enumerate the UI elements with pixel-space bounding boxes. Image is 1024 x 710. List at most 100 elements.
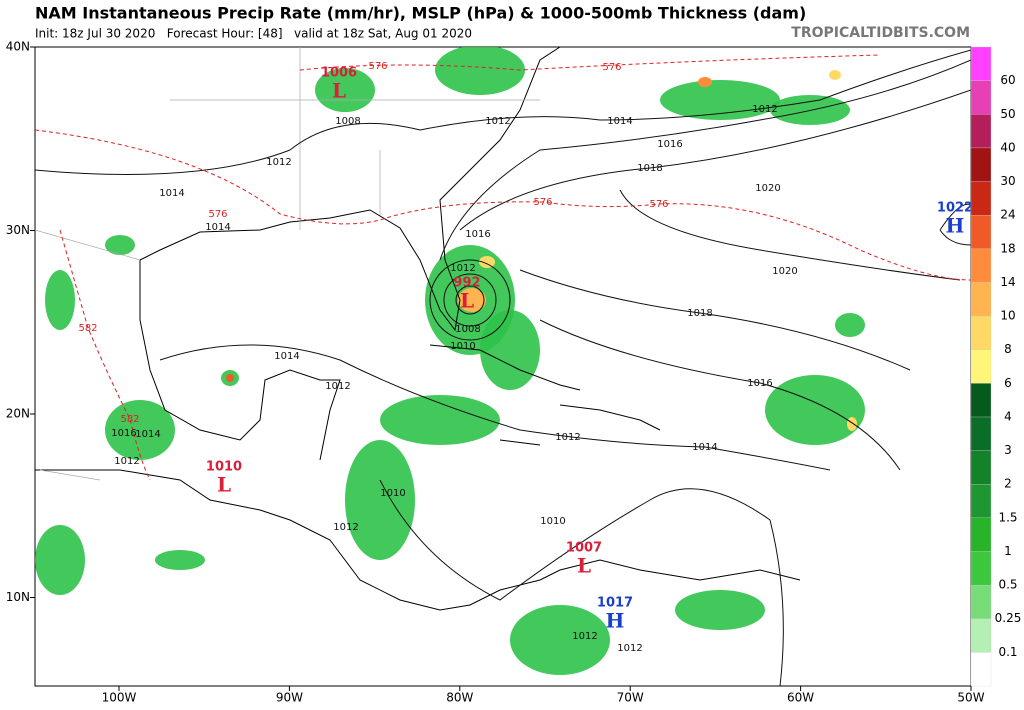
colorbar-label: 0.5 xyxy=(998,578,1017,592)
pressure-value: 1006 xyxy=(321,66,357,81)
colorbar: 0.1 0.25 0.5 1 1.5 2 3 4 6 8 10 14 18 24 30 40 50 60 xyxy=(970,46,1022,687)
colorbar-segment xyxy=(970,147,992,182)
colorbar-segment xyxy=(970,652,992,687)
isobar-label: 1014 xyxy=(692,442,717,453)
isobar-label: 1012 xyxy=(266,157,291,168)
isobar-label: 1012 xyxy=(450,263,475,274)
colorbar-segment xyxy=(970,315,992,350)
isobar-label: 1008 xyxy=(455,324,480,335)
lat-label: 40N xyxy=(6,40,30,54)
lon-label: 50W xyxy=(957,691,984,705)
isobar-label: 1020 xyxy=(772,266,797,277)
precip xyxy=(35,47,865,675)
isobar-label: 1014 xyxy=(205,222,230,233)
lon-label: 90W xyxy=(276,691,303,705)
colorbar-label: 24 xyxy=(1000,208,1015,222)
isobar-label: 1018 xyxy=(637,163,662,174)
colorbar-segment xyxy=(970,114,992,149)
colorbar-label: 6 xyxy=(1004,376,1012,390)
lat-label: 10N xyxy=(6,590,30,604)
isobar-label: 1016 xyxy=(657,139,682,150)
pressure-letter: H xyxy=(606,609,625,633)
isobar-label: 1008 xyxy=(335,116,360,127)
isobar-label: 1014 xyxy=(274,351,299,362)
colorbar-label: 60 xyxy=(1000,73,1015,87)
thickness-label: 576 xyxy=(602,62,621,73)
colorbar-segment xyxy=(970,416,992,451)
colorbar-label: 40 xyxy=(1000,140,1015,154)
pressure-value: 1022 xyxy=(937,201,973,216)
pressure-value: 992 xyxy=(453,276,480,291)
lon-label: 80W xyxy=(446,691,473,705)
thickness-label: 576 xyxy=(533,197,552,208)
pressure-letter: H xyxy=(946,214,965,238)
colorbar-label: 1 xyxy=(1004,544,1012,558)
isobar-label: 1016 xyxy=(111,428,136,439)
colorbar-label: 30 xyxy=(1000,174,1015,188)
isobar-label: 1010 xyxy=(380,488,405,499)
isobar-label: 1014 xyxy=(159,188,184,199)
colorbar-segment xyxy=(970,551,992,586)
isobar-label: 1020 xyxy=(755,183,780,194)
colorbar-segment xyxy=(970,584,992,619)
colorbar-label: 0.25 xyxy=(995,611,1022,625)
colorbar-segment xyxy=(970,282,992,317)
isobar-label: 1014 xyxy=(607,116,632,127)
pressure-letter: L xyxy=(577,554,591,578)
colorbar-segment xyxy=(970,383,992,418)
thickness-label: 576 xyxy=(649,199,668,210)
colorbar-segment xyxy=(970,215,992,249)
thickness-label: 576 xyxy=(368,61,387,72)
colorbar-segment xyxy=(970,46,992,81)
colorbar-segment xyxy=(970,80,992,115)
colorbar-segment xyxy=(970,484,992,518)
pressure-letter: L xyxy=(217,473,231,497)
isobar-label: 1010 xyxy=(450,341,475,352)
colorbar-segment xyxy=(970,248,992,283)
colorbar-label: 1.5 xyxy=(998,510,1017,524)
colorbar-label: 10 xyxy=(1000,309,1015,323)
colorbar-segment xyxy=(970,618,992,653)
lat-label: 20N xyxy=(6,407,30,421)
colorbar-label: 8 xyxy=(1004,342,1012,356)
isobar-label: 1018 xyxy=(687,308,712,319)
lon-label: 100W xyxy=(102,691,137,705)
colorbar-label: 14 xyxy=(1000,275,1015,289)
colorbar-label: 50 xyxy=(1000,107,1015,121)
thickness-label: 582 xyxy=(78,323,97,334)
isobar-label: 1010 xyxy=(540,516,565,527)
isobar-label: 1012 xyxy=(752,104,777,115)
lat-label: 30N xyxy=(6,223,30,237)
isobar-label: 1012 xyxy=(325,381,350,392)
coastlines xyxy=(35,47,801,611)
title: NAM Instantaneous Precip Rate (mm/hr), M… xyxy=(35,4,806,23)
colorbar-label: 3 xyxy=(1004,443,1012,457)
colorbar-label: 0.1 xyxy=(998,645,1017,659)
isobar-label: 1012 xyxy=(617,643,642,654)
pressure-letter: L xyxy=(460,289,474,313)
colorbar-label: 4 xyxy=(1004,409,1012,423)
isobar-label: 1012 xyxy=(485,116,510,127)
colorbar-segment xyxy=(970,517,992,552)
thickness-label: 582 xyxy=(120,414,139,425)
colorbar-label: 2 xyxy=(1004,477,1012,491)
isobar-label: 1016 xyxy=(747,378,772,389)
colorbar-segment xyxy=(970,450,992,485)
isobar-label: 1016 xyxy=(465,229,490,240)
colorbar-label: 18 xyxy=(1000,241,1015,255)
isobar-label: 1012 xyxy=(333,522,358,533)
subtitle: Init: 18z Jul 30 2020 Forecast Hour: [48… xyxy=(35,27,472,41)
isobar-label: 1014 xyxy=(135,429,160,440)
colorbar-segment xyxy=(970,181,992,216)
isobars xyxy=(35,49,971,686)
isobar-label: 1012 xyxy=(114,456,139,467)
pressure-value: 1017 xyxy=(597,596,633,611)
pressure-letter: L xyxy=(332,79,346,103)
isobar-label: 1012 xyxy=(572,631,597,642)
lon-label: 70W xyxy=(617,691,644,705)
watermark: TROPICALTIDBITS.COM xyxy=(791,25,970,41)
pressure-value: 1007 xyxy=(566,541,602,556)
isobar-label: 1012 xyxy=(555,432,580,443)
